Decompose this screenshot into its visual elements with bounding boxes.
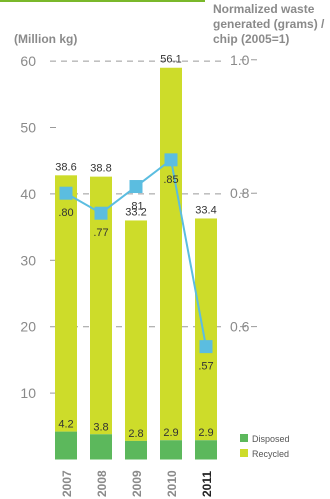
bar-recycled-2009 [125,220,147,441]
bar-disposed-2007 [55,431,77,460]
x-tick-label-2007: 2007 [60,470,74,497]
y-tick-label: 10 [20,385,36,401]
right-axis-label-line-2: generated (grams) / [213,17,325,31]
line-marker-2008 [94,206,108,220]
disposed-label-2008: 3.8 [93,421,108,433]
line-label-2007: .80 [58,207,73,219]
bar-disposed-2008 [90,434,112,460]
legend-label-disposed: Disposed [252,434,290,444]
y-tick-label: 30 [20,252,36,268]
y-tick-label: 40 [20,186,36,202]
disposed-label-2010: 2.9 [163,427,178,439]
total-label-2011: 33.4 [195,204,216,216]
x-tick-label-2009: 2009 [130,470,144,497]
bar-disposed-2011 [195,440,217,460]
disposed-label-2009: 2.8 [128,428,143,440]
total-label-2010: 56.1 [160,54,181,66]
total-label-2008: 38.8 [90,163,111,175]
x-axis: 2007 2008 2009 2010 2011 [60,470,214,497]
gridlines: 10 20 30 40 50 60 0.6 0.8 1.0 [20,52,258,401]
total-label-2009: 33.2 [125,206,146,218]
line-label-2011: .57 [198,361,213,373]
bar-recycled-2008 [90,176,112,435]
x-tick-label-2011: 2011 [200,471,214,497]
x-tick-label-2010: 2010 [165,470,179,497]
y-tick-label: 50 [20,120,36,136]
bar-recycled-2011 [195,218,217,441]
bar-disposed-2009 [125,440,147,460]
right-tick-label: 0.6 [230,319,250,335]
legend-label-recycled: Recycled [252,449,289,459]
y-tick-label: 60 [20,53,36,69]
data-labels: 38.6 4.2 .80 38.8 3.8 .77 33.2 2.8 .81 56.1 2.9 .85… [55,54,216,440]
normalized-line [59,153,213,354]
line-label-2010: .85 [163,174,178,186]
right-axis-label-line-3: chip (2005=1) [213,32,289,46]
legend-swatch-recycled [240,449,248,457]
bar-recycled-2010 [160,67,182,441]
disposed-label-2007: 4.2 [58,419,73,431]
total-label-2007: 38.6 [55,161,76,173]
right-axis-label-line-1: Normalized waste [213,2,315,16]
right-tick-label: 0.8 [230,185,250,201]
y-tick-label: 20 [20,319,36,335]
left-axis-label: (Million kg) [14,32,77,46]
legend: Disposed Recycled [240,434,290,459]
bar-disposed-2010 [160,440,182,460]
bars [55,67,217,460]
line-marker-2011 [199,340,213,354]
line-label-2009: .81 [128,201,143,213]
x-tick-label-2008: 2008 [95,470,109,497]
line-marker-2009 [129,180,143,194]
disposed-label-2011: 2.9 [198,427,213,439]
legend-swatch-disposed [240,434,248,442]
line-label-2008: .77 [93,227,108,239]
line-marker-2010 [164,153,178,167]
bar-recycled-2007 [55,175,77,432]
right-tick-label: 1.0 [230,52,250,68]
line-marker-2007 [59,186,73,200]
